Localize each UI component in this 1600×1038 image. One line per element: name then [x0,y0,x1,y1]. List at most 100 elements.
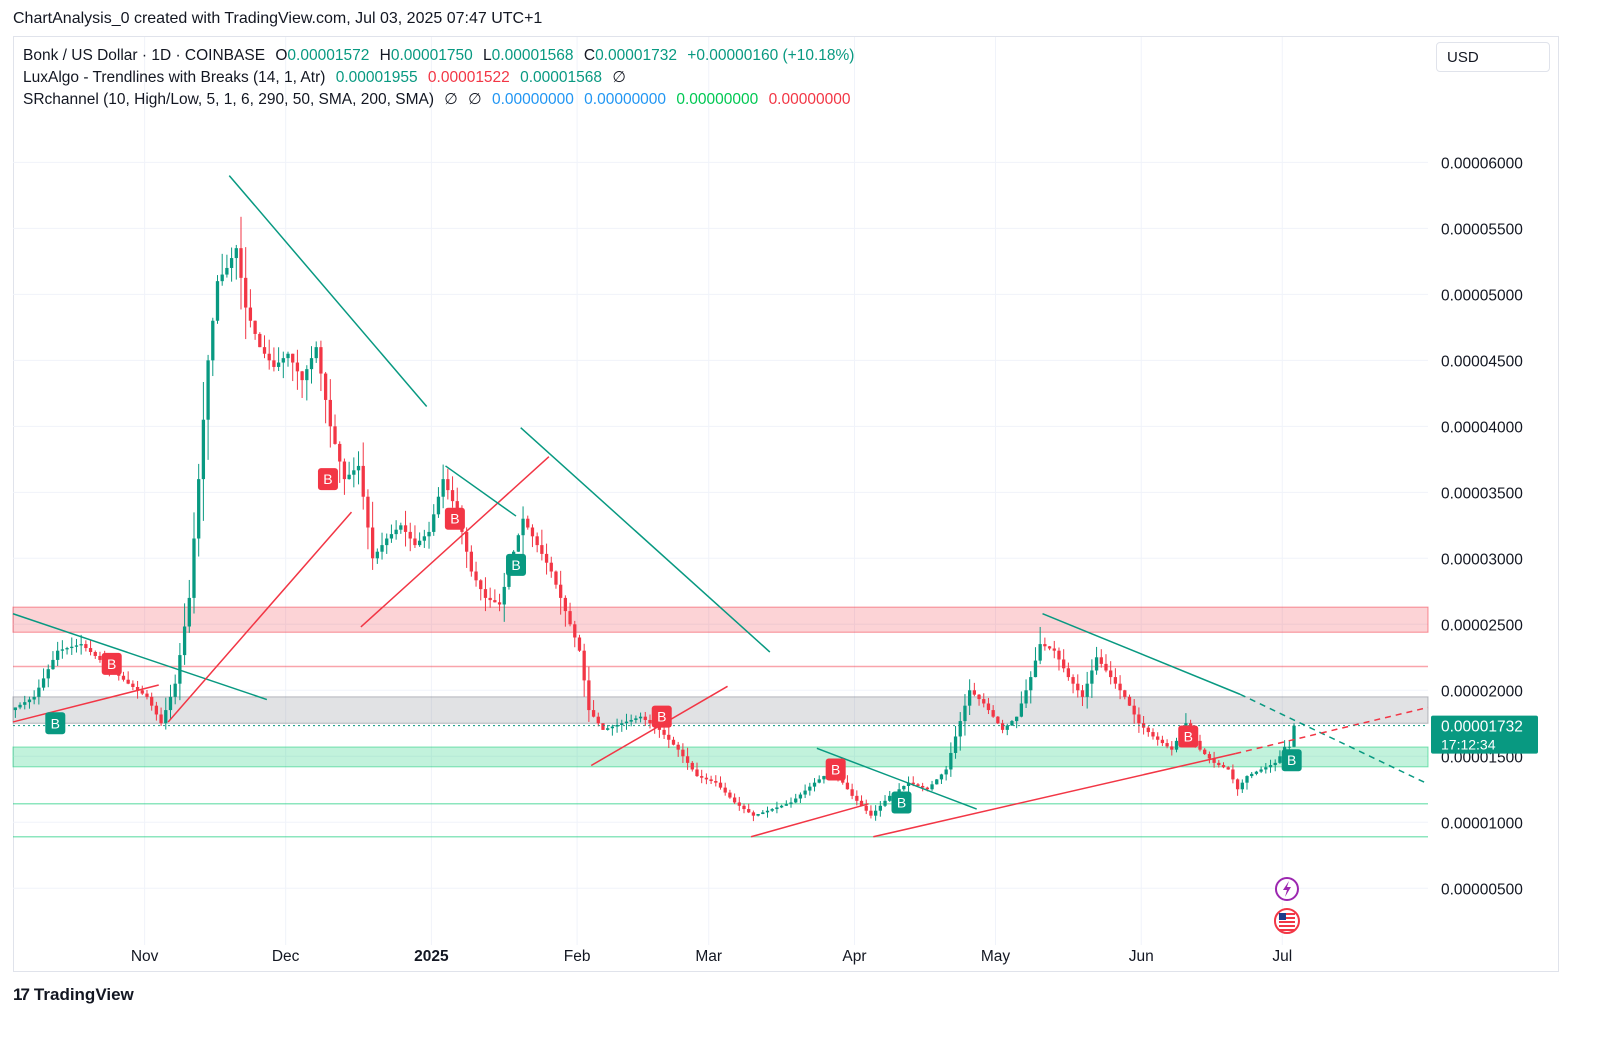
y-tick-label: 0.00002000 [1441,683,1523,700]
candle-body [305,369,309,381]
currency-selector[interactable]: USD [1436,42,1550,72]
trendline-support [873,752,1236,838]
srchannel-value-3: 0.00000000 [676,91,759,108]
candle-body [902,785,906,790]
candle-body [845,782,850,790]
candle-body [939,774,944,780]
candle-body [1273,762,1277,766]
candle-body [925,787,929,790]
candles [13,216,1291,822]
candle-body [502,586,506,605]
luxalgo-value-1: 0.00001955 [335,69,418,86]
tradingview-brand: TradingView [33,985,134,1004]
candle-body [850,789,854,796]
candle-body [488,597,492,601]
candle-body [859,800,864,806]
break-marker-badge [1178,725,1199,748]
candle-body [765,810,770,813]
candle-body [23,702,27,705]
break-marker: B [444,507,465,530]
candle-body [549,562,553,572]
us-flag-stripe [1278,929,1295,931]
candle-body [168,696,173,711]
symbol-name[interactable]: Bonk / US Dollar · 1D · COINBASE [23,47,266,64]
lightning-icon-bolt [1282,881,1291,897]
candle-body [135,686,140,691]
legend-row-luxalgo[interactable]: LuxAlgo - Trendlines with Breaks (14, 1,… [23,67,860,89]
srchannel-empty-icon-2: ∅ [468,91,482,108]
candle-body [140,690,144,694]
candle-body [356,465,361,471]
candle-body [1127,696,1132,706]
break-marker: B [101,652,122,675]
candle-body [610,726,615,729]
candle-body [70,646,74,649]
candle-body [1062,659,1066,669]
candle-body [704,777,709,780]
candle-body [267,353,271,361]
x-tick-label: May [981,948,1011,965]
x-tick-label: Jun [1129,948,1154,965]
indicator-name-luxalgo[interactable]: LuxAlgo - Trendlines with Breaks (14, 1,… [23,69,326,86]
candle-body [690,762,694,770]
break-marker: B [506,553,527,576]
indicator-name-srchannel[interactable]: SRchannel (10, High/Low, 5, 1, 6, 290, 5… [23,91,434,108]
candle-body [1029,677,1033,691]
candle-body [1240,782,1244,790]
break-marker-label: B [511,557,520,573]
break-marker-badge [1281,749,1302,772]
candle-body [878,805,882,811]
candle-body [441,479,445,497]
low-value: 0.00001568 [491,47,574,64]
candle-body [1217,762,1221,766]
us-flag-stripe [1278,921,1295,923]
candle-body [1160,739,1165,744]
candle-body [27,699,32,703]
candle-body [667,734,671,740]
change-value: +0.00000160 (+10.18%) [687,47,855,64]
candle-body [732,797,737,803]
candle-body [812,782,817,787]
candle-body [399,525,403,530]
candle-body [1000,723,1005,730]
break-marker-label: B [897,794,906,810]
candle-body [121,675,126,680]
open-label: O [275,47,288,64]
candle-body [262,347,267,354]
candle-body [150,696,154,706]
candle-body [751,812,756,816]
break-marker: B [825,758,846,781]
candle-body [991,710,995,717]
break-marker: B [1178,725,1199,748]
us-flag-canton [1278,913,1286,920]
legend-row-srchannel[interactable]: SRchannel (10, High/Low, 5, 1, 6, 290, 5… [23,89,860,111]
candle-body [361,465,365,497]
candle-body [709,779,713,782]
us-flag-stripe [1278,913,1295,915]
last-candle-body [1292,725,1296,747]
candle-body [526,518,530,528]
candle-body [192,538,196,598]
candle-body [986,703,991,711]
trendline-support [12,684,159,723]
candle-body [638,716,643,719]
candle-body [1118,683,1122,691]
candle-body [977,694,981,700]
candle-body [676,744,680,750]
candle-body [808,786,812,791]
candle-body [422,536,426,541]
candle-body [309,358,314,370]
candle-body [220,274,224,282]
candle-body [596,716,600,724]
candle-body [606,728,610,730]
y-tick-label: 0.00005500 [1441,221,1523,238]
break-marker: B [891,791,912,814]
candle-body [888,795,892,801]
srchannel-empty-icon-1: ∅ [444,91,458,108]
legend-row-symbol[interactable]: Bonk / US Dollar · 1D · COINBASE O 0.0000… [23,45,860,67]
tradingview-footer[interactable]: 17 TradingView [13,985,134,1005]
candle-body [747,809,751,813]
break-marker-label: B [323,471,332,487]
candle-body [479,580,483,590]
